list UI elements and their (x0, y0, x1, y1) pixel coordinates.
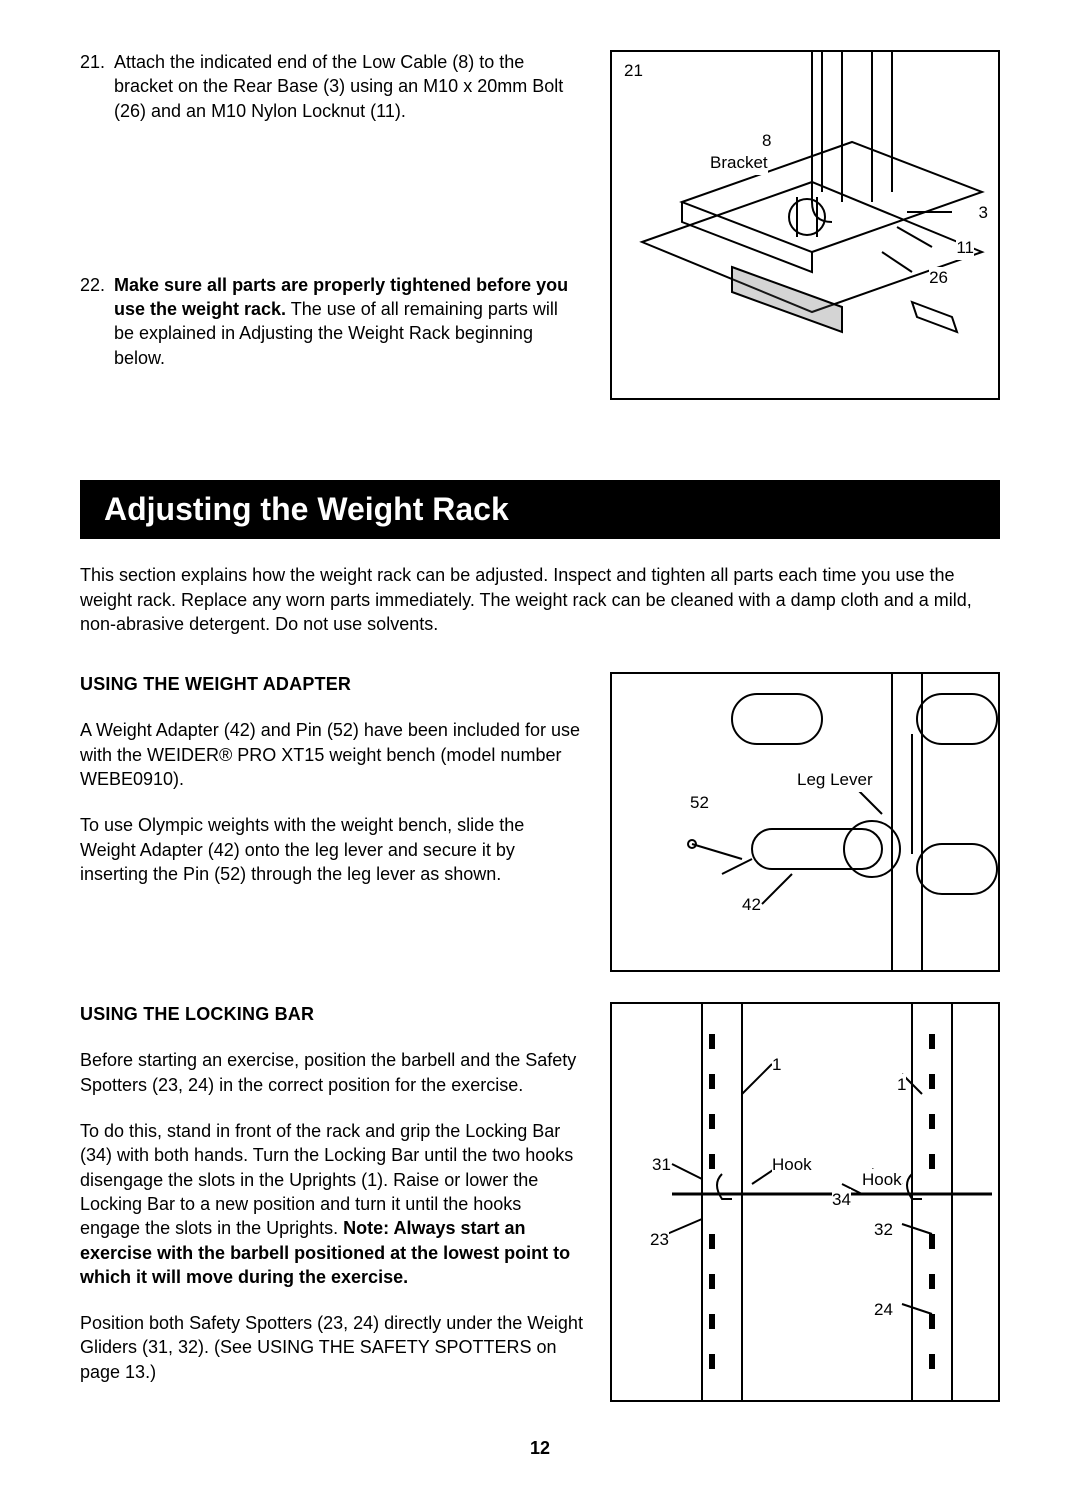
figure-locking: 1 1 31 Hook Hook 34 32 23 24 (610, 1002, 1000, 1402)
fig21-label-bracket: Bracket (710, 152, 768, 175)
weight-adapter-row: USING THE WEIGHT ADAPTER A Weight Adapte… (80, 672, 1000, 972)
locking-p3: Position both Safety Spotters (23, 24) d… (80, 1311, 584, 1384)
locking-heading: USING THE LOCKING BAR (80, 1002, 584, 1026)
figmid-leg: Leg Lever (797, 769, 873, 792)
fig21-label-11: 11 (956, 237, 974, 260)
figlow-34: 34 (832, 1189, 851, 1212)
figure-adapter: Leg Lever 52 42 (610, 672, 1000, 972)
adapter-p1: A Weight Adapter (42) and Pin (52) have … (80, 718, 584, 791)
section-intro: This section explains how the weight rac… (80, 563, 1000, 636)
step-22-number: 22. (80, 273, 114, 370)
figure-step-21: 21 8 Bracket 3 11 26 (610, 50, 1000, 400)
locking-bar-text: USING THE LOCKING BAR Before starting an… (80, 1002, 584, 1406)
adapter-p2: To use Olympic weights with the weight b… (80, 813, 584, 886)
figlow-1b: 1 (897, 1074, 906, 1097)
figlow-hookb: Hook (862, 1169, 902, 1192)
fig21-label-8: 8 (762, 130, 771, 153)
figure-adapter-svg (612, 674, 998, 970)
fig21-label-26: 26 (929, 267, 948, 290)
step-22: 22. Make sure all parts are properly tig… (80, 273, 580, 370)
locking-bar-row: USING THE LOCKING BAR Before starting an… (80, 1002, 1000, 1406)
step-21-text: Attach the indicated end of the Low Cabl… (114, 50, 580, 123)
step-22-text: Make sure all parts are properly tighten… (114, 273, 580, 370)
figmid-52: 52 (690, 792, 709, 815)
fig21-label-3: 3 (979, 202, 988, 225)
adapter-heading: USING THE WEIGHT ADAPTER (80, 672, 584, 696)
figlow-24: 24 (874, 1299, 893, 1322)
figure-locking-svg (612, 1004, 998, 1400)
locking-p2: To do this, stand in front of the rack a… (80, 1119, 584, 1289)
fig21-label-21: 21 (624, 60, 643, 83)
figlow-23: 23 (650, 1229, 669, 1252)
figlow-1a: 1 (772, 1054, 781, 1077)
weight-adapter-text: USING THE WEIGHT ADAPTER A Weight Adapte… (80, 672, 584, 972)
section-title: Adjusting the Weight Rack (80, 480, 1000, 539)
figmid-42: 42 (742, 894, 761, 917)
locking-p1: Before starting an exercise, position th… (80, 1048, 584, 1097)
page-number: 12 (80, 1436, 1000, 1460)
steps-column: 21. Attach the indicated end of the Low … (80, 50, 590, 410)
figlow-hooka: Hook (772, 1154, 812, 1177)
figure-21-svg (612, 52, 998, 398)
top-row: 21. Attach the indicated end of the Low … (80, 50, 1000, 410)
figlow-31: 31 (652, 1154, 671, 1177)
figlow-32: 32 (874, 1219, 893, 1242)
step-21: 21. Attach the indicated end of the Low … (80, 50, 580, 123)
step-21-number: 21. (80, 50, 114, 123)
